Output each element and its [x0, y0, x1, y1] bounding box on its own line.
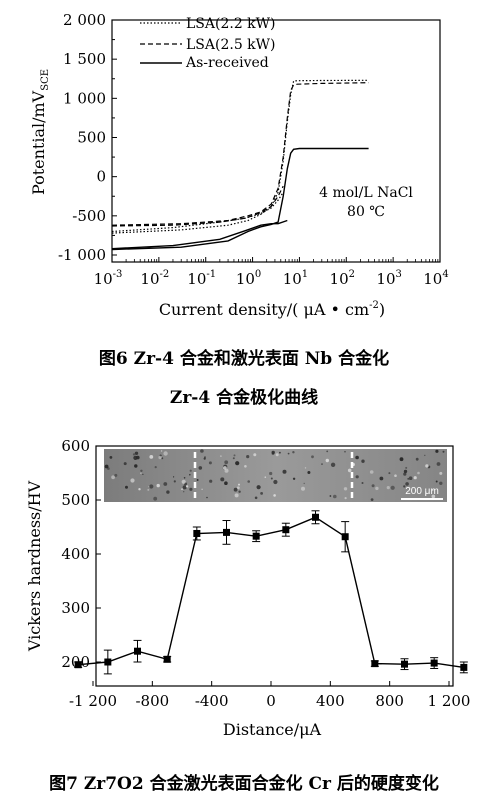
x-tick-base: 10	[94, 270, 113, 288]
y-tick-label: 1 000	[63, 89, 106, 107]
figure6-caption-line2: Zr-4 合金极化曲线	[169, 388, 319, 408]
x-tick-label: 102	[330, 269, 355, 288]
x-tick-exponent: 4	[442, 269, 448, 280]
x-tick-exponent: 3	[396, 269, 402, 280]
y-tick-label: -500	[72, 207, 106, 225]
x-tick-label: 10-2	[140, 269, 169, 288]
legend: LSA(2.2 kW) LSA(2.5 kW) As-received	[140, 16, 276, 71]
legend-label-as-received: As-received	[185, 55, 269, 71]
x-tick-exponent: -1	[206, 269, 216, 280]
x-axis-exponent: -2	[369, 300, 379, 311]
x-tick-exponent: -3	[113, 269, 123, 280]
x-axis-ticks: 10-3 10-2 10-1 100 101 102 103 104	[94, 257, 449, 288]
x-tick-base: 10	[283, 270, 302, 288]
y-axis-ticks: 2 000 1 500 1 000 500 0 -500 -1 000	[58, 11, 117, 264]
figure6-caption-line1: 图6 Zr-4 合金和激光表面 Nb 合金化	[98, 349, 390, 369]
x-tick-label: 103	[376, 269, 401, 288]
y-axis-title: Potential/mVSCE	[29, 69, 51, 195]
y-axis-subscript: SCE	[40, 69, 51, 91]
x-tick-label: 100	[236, 269, 261, 288]
x-axis-title: Current density/( μA • cm-2)	[159, 300, 385, 319]
y-tick-label: 500	[77, 129, 106, 147]
x-tick-base: 10	[236, 270, 255, 288]
series-line-1-branch-1	[111, 185, 284, 227]
y-tick-label: 1 500	[63, 50, 106, 68]
y-tick-label: 0	[96, 168, 106, 186]
x-tick-label: 10-3	[94, 269, 123, 288]
legend-label-lsa-25: LSA(2.5 kW)	[186, 37, 276, 53]
annotation-temperature: 80 ℃	[347, 204, 385, 220]
x-tick-label: 10-1	[187, 269, 216, 288]
x-tick-base: 10	[423, 270, 442, 288]
figure7-caption: 图7 Zr7O2 合金激光表面合金化 Cr 后的硬度变化	[49, 774, 439, 794]
x-tick-label: 104	[423, 269, 448, 288]
series-line-2-branch-1	[111, 219, 288, 250]
series-line-1-branch-0	[111, 82, 369, 226]
polarization-series	[111, 79, 369, 251]
polarization-plot-frame	[111, 19, 441, 263]
x-tick-exponent: -2	[160, 269, 170, 280]
legend-label-lsa-22: LSA(2.2 kW)	[186, 16, 276, 32]
series-line-2-branch-0	[111, 147, 369, 251]
x-tick-base: 10	[376, 270, 395, 288]
x-tick-base: 10	[187, 270, 206, 288]
annotation-electrolyte: 4 mol/L NaCl	[319, 185, 413, 201]
y-tick-label: 2 000	[63, 11, 106, 29]
x-tick-base: 10	[140, 270, 159, 288]
x-tick-label: 101	[283, 269, 308, 288]
x-tick-exponent: 1	[302, 269, 308, 280]
x-tick-base: 10	[330, 270, 349, 288]
y-tick-label: -1 000	[58, 246, 106, 264]
x-tick-exponent: 0	[255, 269, 261, 280]
x-tick-exponent: 2	[349, 269, 355, 280]
series-line-0-branch-0	[111, 79, 369, 234]
plot-border	[111, 19, 441, 263]
